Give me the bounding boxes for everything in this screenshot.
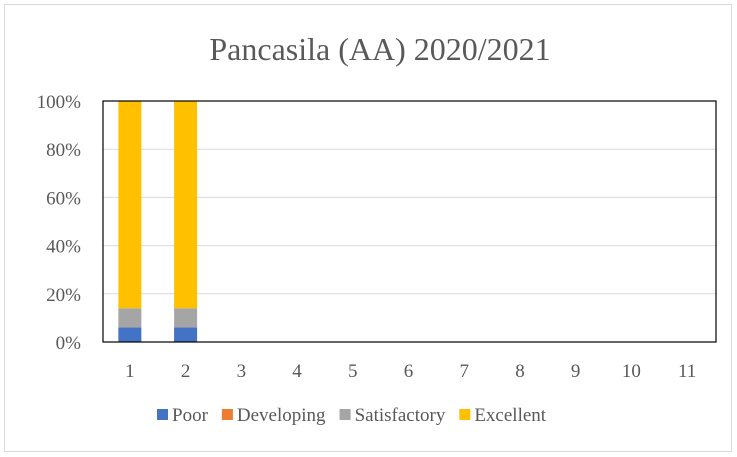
x-tick-label: 9 bbox=[571, 361, 581, 382]
y-tick-label: 20% bbox=[46, 285, 81, 306]
x-tick-label: 6 bbox=[404, 361, 414, 382]
x-tick-label: 10 bbox=[622, 361, 641, 382]
x-tick-label: 4 bbox=[292, 361, 302, 382]
plot-area-border bbox=[102, 100, 717, 343]
x-tick-label: 5 bbox=[348, 361, 358, 382]
x-axis-tick-labels: 1 2 3 4 5 6 7 8 9 10 11 bbox=[125, 361, 696, 382]
y-axis-tick-labels: 0% 20% 40% 60% 80% 100% bbox=[37, 92, 82, 354]
x-tick-label: 1 bbox=[125, 361, 135, 382]
bar-segment-poor bbox=[174, 327, 198, 342]
y-tick-label: 40% bbox=[46, 237, 81, 258]
x-tick-label: 11 bbox=[678, 361, 696, 382]
bar-segment-satisfactory bbox=[118, 308, 142, 328]
y-tick-label: 60% bbox=[46, 188, 81, 209]
legend-label: Poor bbox=[172, 405, 209, 426]
legend-swatch bbox=[459, 409, 471, 420]
gridlines bbox=[103, 148, 716, 295]
bar-segment-excellent bbox=[174, 101, 198, 309]
x-tick-label: 7 bbox=[459, 361, 469, 382]
legend-swatch bbox=[221, 409, 233, 420]
bar-segment-poor bbox=[118, 327, 142, 342]
bar-segment-excellent bbox=[118, 101, 142, 309]
x-tick-label: 3 bbox=[237, 361, 247, 382]
x-tick-label: 2 bbox=[181, 361, 191, 382]
legend-swatch bbox=[157, 409, 168, 420]
legend: Poor Developing Satisfactory Excellent bbox=[157, 405, 547, 426]
legend-label: Developing bbox=[237, 405, 326, 426]
legend-label: Satisfactory bbox=[355, 405, 446, 426]
legend-label: Excellent bbox=[474, 405, 546, 426]
chart-title: Pancasila (AA) 2020/2021 bbox=[209, 31, 550, 67]
legend-swatch bbox=[339, 409, 351, 420]
x-tick-label: 8 bbox=[515, 361, 525, 382]
y-tick-label: 100% bbox=[37, 92, 82, 113]
bars-group bbox=[118, 101, 198, 342]
y-tick-label: 0% bbox=[56, 333, 82, 354]
bar-segment-satisfactory bbox=[174, 308, 198, 328]
y-tick-label: 80% bbox=[46, 140, 81, 161]
